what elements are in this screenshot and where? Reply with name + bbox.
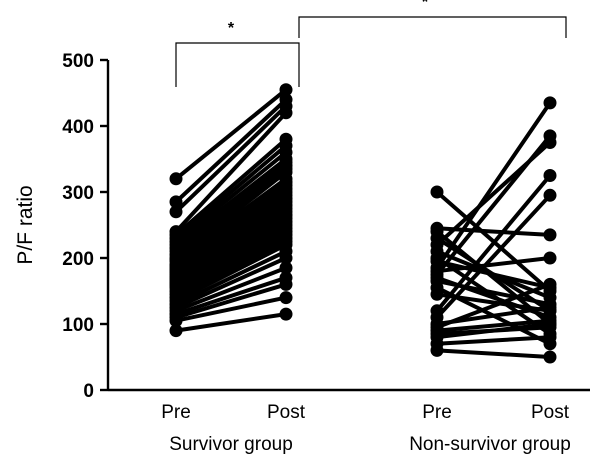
pair-line xyxy=(174,104,288,214)
pair-line xyxy=(174,256,288,310)
series xyxy=(169,83,557,364)
significance-brackets: ** xyxy=(175,0,567,87)
pair-line xyxy=(174,166,288,257)
pair-line xyxy=(174,275,288,317)
pair-line xyxy=(174,229,288,290)
pair-line xyxy=(174,239,288,300)
pair-line xyxy=(174,160,288,251)
pair-line xyxy=(435,259,552,290)
post-point xyxy=(543,350,557,364)
pre-point xyxy=(169,172,183,186)
group-label: Non-survivor group xyxy=(409,434,571,455)
post-point xyxy=(279,307,293,321)
series-survivor xyxy=(169,83,293,338)
pair-line xyxy=(174,282,288,320)
pre-point xyxy=(169,324,183,338)
x-tick-label-post: Post xyxy=(531,402,570,423)
pair-line xyxy=(435,100,552,270)
pair-line xyxy=(174,97,288,204)
pair-line xyxy=(174,87,288,181)
pair-line xyxy=(435,348,552,359)
significance-marker: * xyxy=(422,0,429,11)
post-point xyxy=(279,251,293,265)
series-non-survivor xyxy=(430,96,557,364)
y-tick-label: 100 xyxy=(62,315,94,336)
pair-line xyxy=(174,137,288,237)
post-point xyxy=(543,96,557,110)
x-tick-label-pre: Pre xyxy=(422,402,452,423)
y-tick-label: 300 xyxy=(62,183,94,204)
post-point xyxy=(543,251,557,265)
pair-line xyxy=(174,249,288,307)
post-point xyxy=(543,317,557,331)
pair-line xyxy=(174,143,288,241)
x-tick-label-post: Post xyxy=(267,402,306,423)
post-point xyxy=(279,261,293,275)
post-point xyxy=(279,106,293,120)
y-tick-label: 200 xyxy=(62,249,94,270)
post-point xyxy=(543,188,557,202)
y-tick-label: 500 xyxy=(62,51,94,72)
post-point xyxy=(543,277,557,291)
pair-line xyxy=(174,232,288,293)
pair-line xyxy=(435,322,552,340)
axes xyxy=(106,60,590,392)
pair-line xyxy=(435,256,552,274)
post-point xyxy=(543,330,557,344)
pair-line xyxy=(174,163,288,254)
post-point xyxy=(279,277,293,291)
pre-point xyxy=(430,185,444,199)
group-label: Survivor group xyxy=(169,434,293,455)
pair-line xyxy=(174,157,288,247)
x-tick-label-pre: Pre xyxy=(161,402,191,423)
pair-line xyxy=(435,279,552,307)
pre-point xyxy=(430,343,444,357)
pair-line xyxy=(174,110,288,234)
pair-line xyxy=(174,265,288,313)
y-ticks: 0 100 200 300 400 500 xyxy=(62,51,108,402)
post-point xyxy=(279,83,293,97)
post-point xyxy=(543,228,557,242)
pair-line xyxy=(435,133,552,277)
pre-point xyxy=(169,314,183,328)
pre-point xyxy=(430,287,444,301)
y-tick-label: 400 xyxy=(62,117,94,138)
significance-bracket xyxy=(298,16,567,38)
pair-line xyxy=(435,318,552,333)
post-point xyxy=(543,169,557,182)
pair-line xyxy=(174,312,288,333)
x-ticks: Pre Post Pre Post xyxy=(161,402,570,423)
y-tick-label: 0 xyxy=(83,381,94,402)
pair-line xyxy=(174,242,288,303)
post-point xyxy=(543,129,557,143)
pre-point xyxy=(169,205,183,219)
post-point xyxy=(543,301,557,314)
group-labels: Survivor group Non-survivor group xyxy=(169,434,571,455)
significance-bracket xyxy=(175,42,300,87)
pair-line xyxy=(174,150,288,244)
pre-point xyxy=(169,195,183,209)
y-axis-label: P/F ratio xyxy=(14,185,37,264)
pair-line xyxy=(435,282,552,330)
post-point xyxy=(279,291,293,305)
pair-line xyxy=(174,236,288,297)
significance-marker: * xyxy=(228,20,235,37)
pair-line xyxy=(435,173,552,313)
pair-line xyxy=(174,295,288,323)
pair-line xyxy=(435,193,552,320)
pair-line xyxy=(435,335,552,346)
pair-line xyxy=(174,180,288,264)
